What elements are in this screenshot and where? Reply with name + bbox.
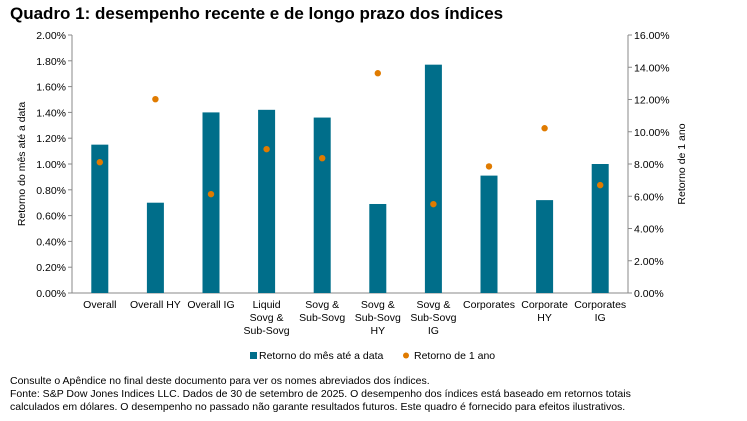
left-tick-label: 2.00% — [36, 30, 66, 42]
scatter-point — [152, 95, 159, 103]
x-tick-label: Sub-Sovg — [410, 312, 456, 324]
legend-dot-label: Retorno de 1 ano — [414, 350, 495, 362]
x-tick-label: Overall IG — [187, 299, 234, 311]
x-tick-label: Sub-Sovg — [244, 325, 290, 337]
left-tick-label: 0.20% — [36, 262, 66, 274]
bar — [91, 144, 109, 293]
x-tick-label: Sovg & — [416, 299, 450, 311]
bar — [146, 202, 164, 293]
legend-bar-swatch — [250, 352, 257, 359]
x-tick-label: Corporates — [463, 299, 515, 311]
left-tick-label: 1.40% — [36, 107, 66, 119]
left-tick-label: 1.60% — [36, 82, 66, 94]
right-tick-label: 14.00% — [634, 62, 670, 74]
right-tick-label: 12.00% — [634, 95, 670, 107]
x-tick-label: Sovg & — [361, 299, 395, 311]
x-tick-label: Overall — [83, 299, 116, 311]
left-axis-label: Retorno do mês até a data — [16, 102, 28, 226]
scatter-point — [597, 181, 604, 189]
notes: Consulte o Apêndice no final deste docum… — [10, 375, 631, 414]
left-tick-label: 1.20% — [36, 133, 66, 145]
bar — [536, 200, 554, 293]
left-tick-label: 1.00% — [36, 159, 66, 171]
right-tick-label: 8.00% — [634, 159, 664, 171]
bar — [202, 112, 220, 294]
left-tick-label: 0.00% — [36, 288, 66, 300]
left-tick-label: 0.60% — [36, 211, 66, 223]
scatter-point — [96, 159, 104, 166]
x-tick-label: Sub-Sovg — [355, 312, 401, 324]
bar — [480, 175, 498, 293]
x-tick-label: Corporate — [521, 299, 568, 311]
left-tick-label: 1.80% — [36, 56, 66, 68]
scatter-point — [541, 125, 548, 132]
right-tick-label: 4.00% — [634, 224, 664, 236]
scatter-point — [374, 70, 381, 77]
bar — [591, 164, 609, 293]
right-tick-label: 10.00% — [634, 127, 670, 139]
bar — [258, 109, 276, 293]
scatter-point — [430, 200, 437, 208]
scatter-point — [207, 190, 215, 198]
right-tick-label: 16.00% — [634, 30, 670, 42]
right-axis-label: Retorno de 1 ano — [676, 123, 688, 204]
right-tick-label: 6.00% — [634, 191, 664, 203]
bar — [313, 117, 331, 293]
left-tick-label: 0.80% — [36, 185, 66, 197]
x-tick-label: Corporates — [574, 299, 626, 311]
x-tick-label: Sovg & — [250, 312, 284, 324]
note-line: Fonte: S&P Dow Jones Indices LLC. Dados … — [10, 388, 631, 400]
x-tick-label: IG — [595, 312, 606, 324]
bar — [424, 64, 442, 293]
scatter-point — [319, 154, 326, 162]
note-line: calculados em dólares. O desempenho no p… — [10, 401, 626, 413]
note-line: Consulte o Apêndice no final deste docum… — [10, 375, 430, 387]
legend-bar-label: Retorno do mês até a data — [259, 350, 383, 362]
left-tick-label: 0.40% — [36, 236, 66, 248]
bar — [369, 203, 387, 293]
chart-title: Quadro 1: desempenho recente e de longo … — [10, 4, 504, 23]
x-tick-label: HY — [371, 325, 386, 337]
x-tick-label: Sub-Sovg — [299, 312, 345, 324]
x-tick-label: HY — [537, 312, 552, 324]
x-tick-label: IG — [428, 325, 439, 337]
scatter-point — [263, 145, 270, 153]
legend-dot-swatch — [403, 352, 409, 359]
x-tick-label: Sovg & — [305, 299, 339, 311]
right-tick-label: 2.00% — [634, 256, 664, 268]
x-tick-label: Overall HY — [130, 299, 181, 311]
scatter-point — [485, 163, 493, 170]
x-tick-label: Liquid — [253, 299, 281, 311]
chart-svg: 0.00% 0.20% 0.40% 0.60% 0.80% 1.00% 1.20% 1.40%… — [16, 30, 688, 362]
right-tick-label: 0.00% — [634, 288, 664, 300]
